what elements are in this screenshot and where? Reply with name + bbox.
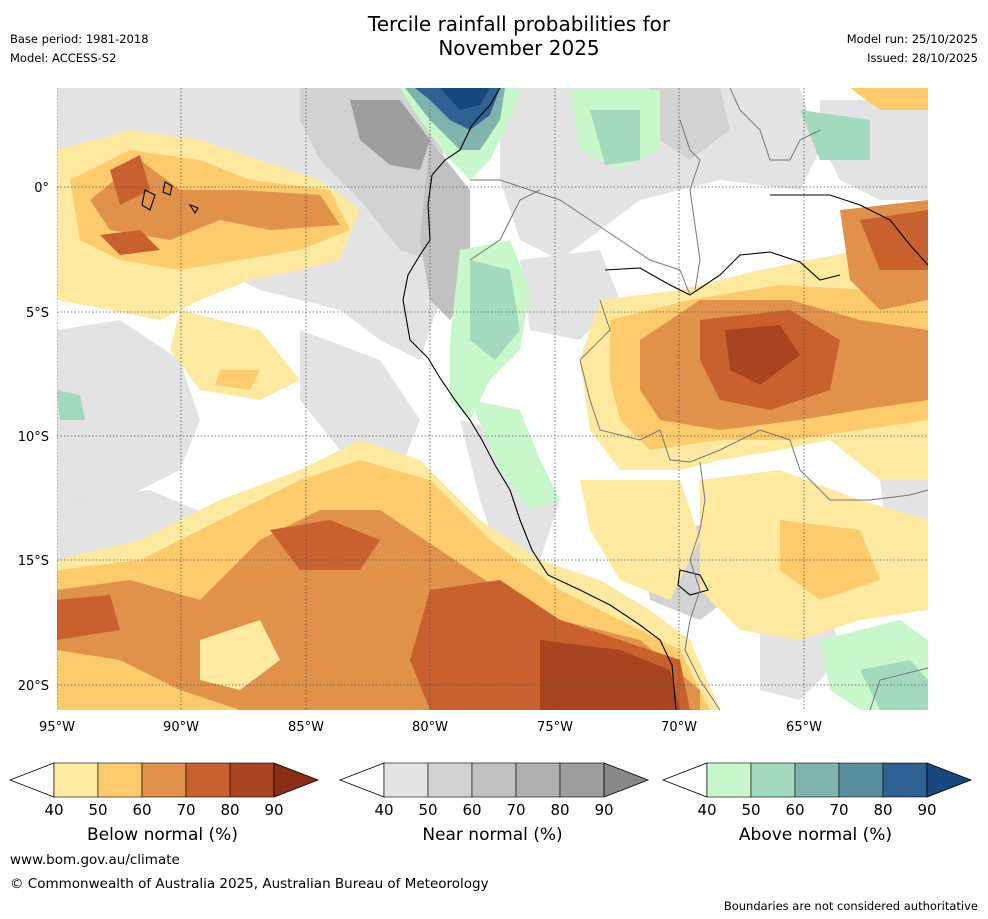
colorbar-tick-label: 40 bbox=[374, 801, 393, 819]
lon-label: 75°W bbox=[537, 720, 573, 735]
colorbar-tick-label: 40 bbox=[44, 801, 63, 819]
colorbar-low-extension bbox=[8, 762, 55, 798]
colorbar-tick-label: 60 bbox=[785, 801, 804, 819]
colorbar-tick-label: 50 bbox=[418, 801, 437, 819]
colorbar-low-extension bbox=[338, 762, 385, 798]
colorbar-tick-label: 60 bbox=[462, 801, 481, 819]
colorbar-swatch bbox=[427, 762, 473, 798]
colorbar-swatch bbox=[185, 762, 231, 798]
graticule bbox=[57, 88, 928, 710]
colorbar-tick-label: 90 bbox=[264, 801, 283, 819]
colorbar-swatch bbox=[706, 762, 752, 798]
colorbar-swatch bbox=[383, 762, 429, 798]
colorbar-tick-label: 50 bbox=[741, 801, 760, 819]
lon-label: 65°W bbox=[786, 720, 822, 735]
latitude-labels: 0° 5°S 10°S 15°S 20°S bbox=[18, 181, 49, 694]
map-title-line1: Tercile rainfall probabilities for bbox=[367, 12, 671, 36]
colorbar-high-extension bbox=[273, 762, 320, 798]
website-url: www.bom.gov.au/climate bbox=[10, 852, 180, 868]
below-normal-legend-title: Below normal (%) bbox=[87, 825, 238, 845]
colorbar-swatch bbox=[882, 762, 928, 798]
colorbar-tick-label: 40 bbox=[697, 801, 716, 819]
near-normal-legend-title: Near normal (%) bbox=[422, 825, 563, 845]
colorbar-tick-label: 70 bbox=[506, 801, 525, 819]
model-label: Model: ACCESS-S2 bbox=[10, 51, 117, 65]
lon-label: 90°W bbox=[163, 720, 199, 735]
lat-label: 5°S bbox=[26, 306, 49, 321]
lat-label: 20°S bbox=[18, 679, 49, 694]
colorbar-tick-label: 90 bbox=[594, 801, 613, 819]
lat-label: 15°S bbox=[18, 554, 49, 569]
lat-label: 10°S bbox=[18, 430, 49, 445]
below-normal-areas bbox=[57, 88, 928, 710]
colorbar-swatch bbox=[97, 762, 143, 798]
lat-label: 0° bbox=[34, 181, 49, 196]
colorbar-swatch bbox=[471, 762, 517, 798]
lon-label: 80°W bbox=[412, 720, 448, 735]
colorbar-swatch bbox=[229, 762, 275, 798]
colorbar-legends: 40 50 60 70 80 90 40 50 60 70 80 90 40 50 60 70 80 90 bbox=[8, 762, 973, 819]
issued-label: Issued: 28/10/2025 bbox=[867, 51, 978, 65]
copyright-notice: © Commonwealth of Australia 2025, Austra… bbox=[10, 876, 489, 892]
colorbar-swatch bbox=[838, 762, 884, 798]
probability-field bbox=[57, 88, 928, 710]
lon-label: 95°W bbox=[39, 720, 75, 735]
colorbar-tick-label: 80 bbox=[220, 801, 239, 819]
colorbar-swatch bbox=[53, 762, 99, 798]
country-borders bbox=[469, 88, 928, 710]
colorbar-tick-label: 50 bbox=[88, 801, 107, 819]
colorbar-tick-label: 80 bbox=[873, 801, 892, 819]
colorbar-tick-label: 60 bbox=[132, 801, 151, 819]
above-normal-areas bbox=[57, 88, 928, 710]
colorbar-high-extension bbox=[603, 762, 650, 798]
lon-label: 70°W bbox=[661, 720, 697, 735]
colorbar-low-extension bbox=[661, 762, 708, 798]
colorbar-tick-label: 90 bbox=[917, 801, 936, 819]
boundary-disclaimer: Boundaries are not considered authoritat… bbox=[723, 899, 978, 913]
model-run-label: Model run: 25/10/2025 bbox=[846, 32, 978, 46]
map-title-line2: November 2025 bbox=[438, 36, 600, 60]
longitude-labels: 95°W 90°W 85°W 80°W 75°W 70°W 65°W bbox=[39, 720, 822, 735]
colorbar-high-extension bbox=[926, 762, 973, 798]
colorbar-tick-label: 70 bbox=[176, 801, 195, 819]
colorbar-tick-label: 80 bbox=[550, 801, 569, 819]
colorbar-swatch bbox=[794, 762, 840, 798]
colorbar-tick-label: 70 bbox=[829, 801, 848, 819]
lon-label: 85°W bbox=[288, 720, 324, 735]
colorbar-swatch bbox=[750, 762, 796, 798]
colorbar-swatch bbox=[559, 762, 605, 798]
above-normal-legend-title: Above normal (%) bbox=[738, 825, 893, 845]
colorbar-swatch bbox=[141, 762, 187, 798]
base-period-label: Base period: 1981-2018 bbox=[10, 32, 149, 46]
colorbar-swatch bbox=[515, 762, 561, 798]
